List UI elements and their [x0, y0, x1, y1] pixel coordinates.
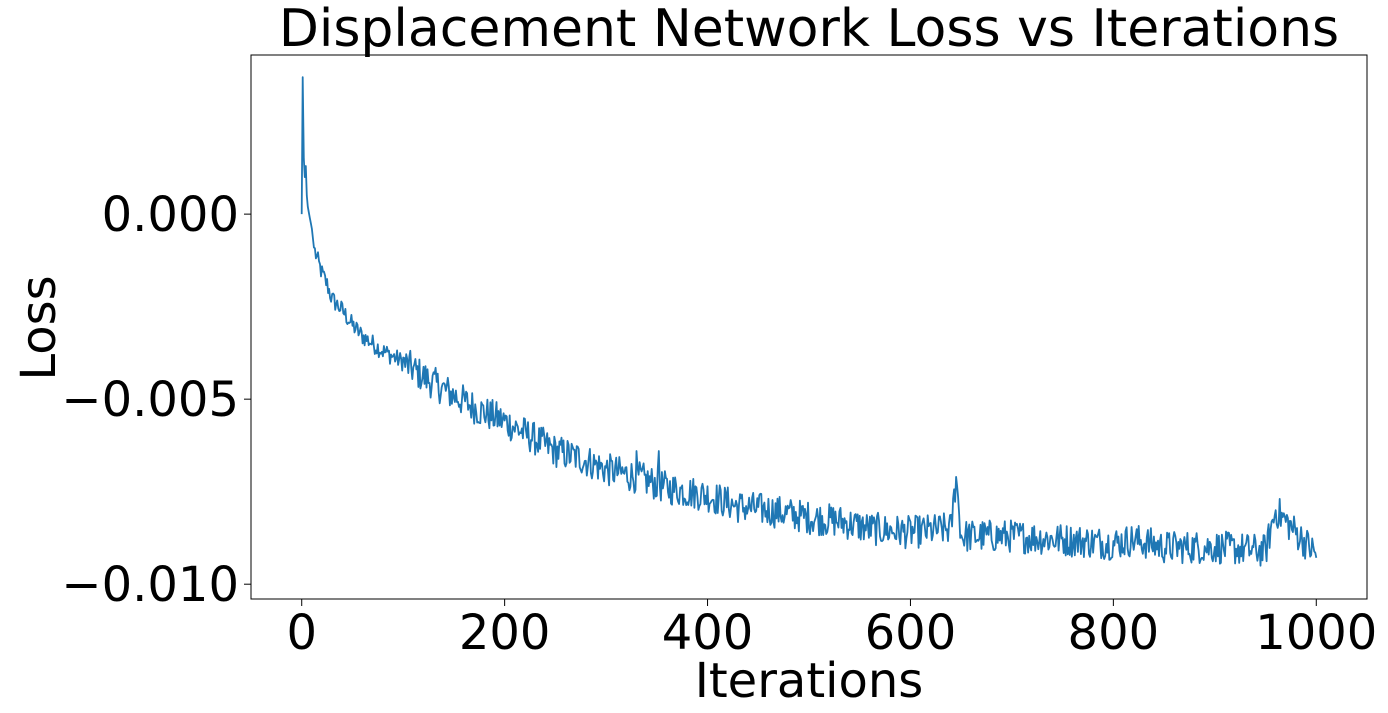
x-axis-title: Iterations — [695, 653, 924, 709]
x-tick-label: 0 — [286, 605, 317, 661]
series-line-0 — [300, 76, 1318, 567]
plot-area: 0 200 400 600 800 1000 0.000 −0.005 −0.010 — [61, 54, 1377, 661]
chart-title: Displacement Network Loss vs Iterations — [279, 0, 1339, 59]
x-tick-label: 200 — [459, 605, 551, 661]
x-tick-label: 400 — [662, 605, 754, 661]
y-axis-title: Loss — [11, 275, 67, 380]
x-tick-label: 600 — [865, 605, 957, 661]
x-tick-label: 1000 — [1255, 605, 1377, 661]
y-tick-label: −0.005 — [61, 372, 239, 428]
y-tick-label: −0.010 — [61, 557, 239, 613]
x-tick-label: 800 — [1068, 605, 1160, 661]
y-tick-label: 0.000 — [102, 187, 239, 243]
plot-frame — [250, 54, 1368, 600]
